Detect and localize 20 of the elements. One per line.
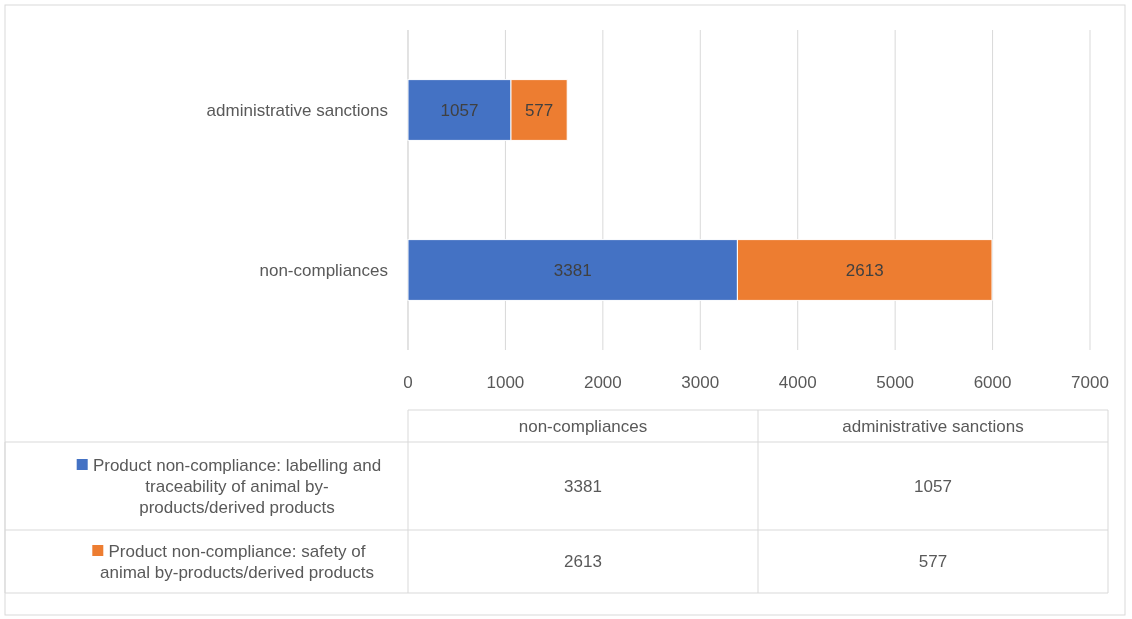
x-tick-label: 1000 — [486, 373, 525, 392]
legend-label: Product non-compliance: labelling and traceability of animal by-products/derived products — [92, 455, 382, 517]
category-label: administrative sanctions — [842, 416, 1024, 436]
x-tick-label: 4000 — [778, 373, 817, 392]
legend-label: Product non-compliance: safety of animal by-products/derived products — [99, 541, 375, 582]
x-tick-label: 3000 — [681, 373, 720, 392]
text: 2613 — [564, 552, 602, 572]
data-label: 1057 — [440, 100, 479, 120]
data-label: 2613 — [845, 260, 884, 280]
data-label: 3381 — [553, 260, 592, 280]
x-tick-label: 7000 — [1071, 373, 1109, 392]
text: 577 — [918, 552, 948, 572]
x-tick-label: 5000 — [876, 373, 915, 392]
x-tick-label: 6000 — [973, 373, 1012, 392]
x-tick-label: 0 — [403, 373, 413, 392]
data-label: 577 — [524, 100, 554, 120]
x-tick-label: 2000 — [583, 373, 622, 392]
category-label: non-compliances — [518, 416, 648, 436]
text: 1057 — [914, 476, 952, 496]
text: 3381 — [564, 476, 602, 496]
